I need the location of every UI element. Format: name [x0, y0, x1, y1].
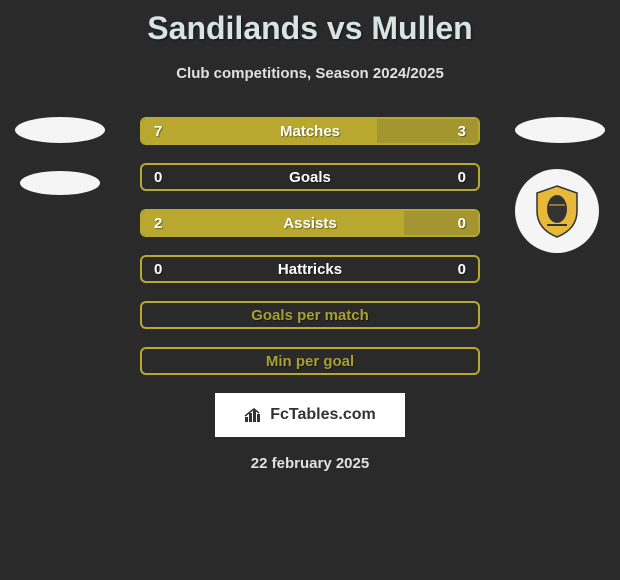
stat-value-left: 0 — [154, 169, 162, 186]
stat-bar: 7 3 Matches — [140, 117, 480, 145]
stat-label: Hattricks — [278, 261, 342, 278]
footer-date: 22 february 2025 — [0, 455, 620, 472]
stat-bar: Min per goal — [140, 347, 480, 375]
stat-value-right: 3 — [458, 123, 466, 140]
stat-bar: Goals per match — [140, 301, 480, 329]
page-title: Sandilands vs Mullen — [0, 0, 620, 47]
stat-value-left: 7 — [154, 123, 162, 140]
team-left-badge-1 — [15, 117, 105, 143]
team-left-badge-2 — [20, 171, 100, 195]
stat-value-left: 0 — [154, 261, 162, 278]
stat-row: Goals per match — [140, 301, 480, 329]
stat-row: Min per goal — [140, 347, 480, 375]
stat-label: Matches — [280, 123, 340, 140]
stat-value-right: 0 — [458, 215, 466, 232]
stat-label: Goals — [289, 169, 331, 186]
stat-value-left: 2 — [154, 215, 162, 232]
stat-fill-left — [142, 211, 404, 235]
chart-icon — [244, 407, 264, 423]
stat-row: 2 0 Assists — [140, 209, 480, 237]
stat-label: Assists — [283, 215, 336, 232]
stat-label: Min per goal — [266, 353, 354, 370]
right-team-badges — [515, 117, 605, 253]
footer-brand-badge[interactable]: FcTables.com — [215, 393, 405, 437]
team-right-badge-1 — [515, 117, 605, 143]
stat-bar: 0 0 Goals — [140, 163, 480, 191]
stat-value-right: 0 — [458, 169, 466, 186]
stats-container: 7 3 Matches 0 0 Goals 2 0 Assists 0 0 Hattricks Goal… — [0, 117, 620, 375]
stat-bar: 2 0 Assists — [140, 209, 480, 237]
stat-row: 7 3 Matches — [140, 117, 480, 145]
stat-fill-right — [404, 211, 478, 235]
stat-label: Goals per match — [251, 307, 369, 324]
stat-bar: 0 0 Hattricks — [140, 255, 480, 283]
stat-fill-left — [142, 119, 377, 143]
stat-value-right: 0 — [458, 261, 466, 278]
stat-row: 0 0 Hattricks — [140, 255, 480, 283]
stat-row: 0 0 Goals — [140, 163, 480, 191]
footer-brand-text: FcTables.com — [270, 406, 376, 424]
shield-icon — [527, 181, 587, 241]
team-right-badge-2 — [515, 169, 599, 253]
page-subtitle: Club competitions, Season 2024/2025 — [0, 65, 620, 82]
left-team-badges — [15, 117, 105, 195]
